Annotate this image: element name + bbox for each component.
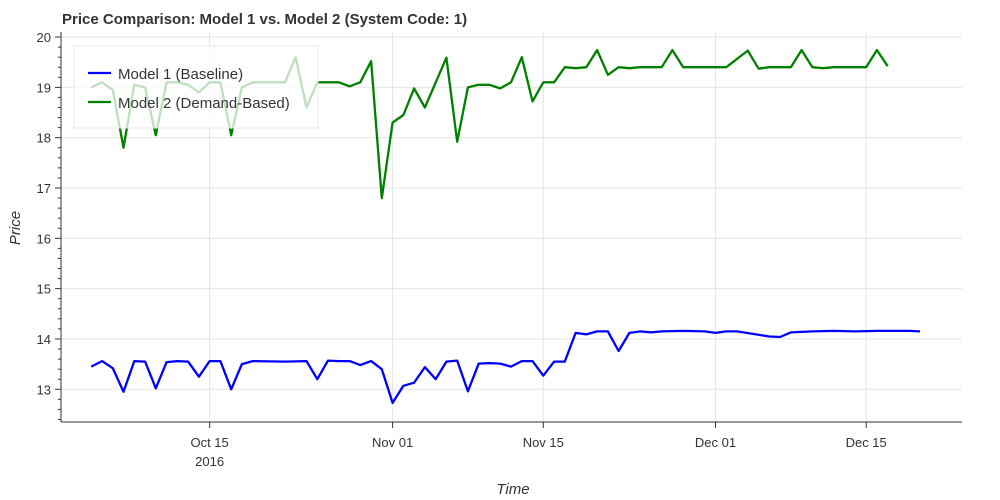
y-tick-label: 17 <box>37 181 51 196</box>
x-tick-label: Oct 15 <box>190 435 228 450</box>
series-line-model-1 <box>90 329 921 405</box>
x-axis-label: Time <box>496 481 529 498</box>
y-tick-label: 16 <box>37 231 51 246</box>
x-tick-label: Dec 15 <box>846 435 887 450</box>
x-tick-label: Nov 15 <box>523 435 564 450</box>
y-tick-label: 14 <box>37 332 51 347</box>
axes: 13 14 15 16 17 18 19 20 Oct 15 2016 Nov 01 Nov 15 De… <box>37 30 962 469</box>
legend-box <box>73 45 319 129</box>
x-tick-sublabel: 2016 <box>195 454 224 469</box>
x-tick-label: Nov 01 <box>372 435 413 450</box>
y-axis-label: Price <box>7 211 24 245</box>
chart-title: Price Comparison: Model 1 vs. Model 2 (S… <box>62 11 467 28</box>
legend: Model 1 (Baseline) Model 2 (Demand-Based) <box>73 45 319 129</box>
y-tick-label: 18 <box>37 131 51 146</box>
y-tick-label: 20 <box>37 30 51 45</box>
y-tick-label: 13 <box>37 382 51 397</box>
x-tick-label: Dec 01 <box>695 435 736 450</box>
legend-entry-label: Model 1 (Baseline) <box>118 66 243 83</box>
y-tick-label: 19 <box>37 80 51 95</box>
legend-entry-label: Model 2 (Demand-Based) <box>118 95 290 112</box>
y-tick-label: 15 <box>37 282 51 297</box>
grid-lines <box>61 32 962 422</box>
